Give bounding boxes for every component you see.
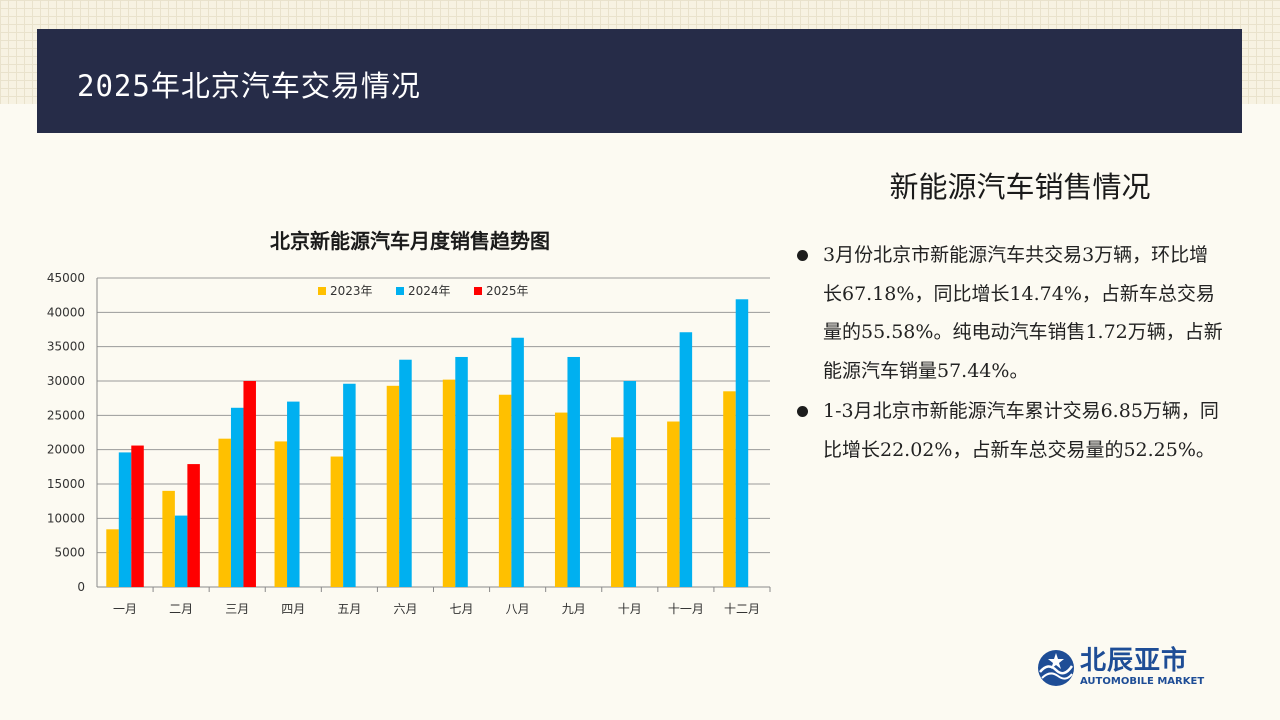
x-tick-label: 十二月 xyxy=(724,602,760,616)
page-title: 2025年北京汽车交易情况 xyxy=(77,69,421,103)
y-tick-label: 10000 xyxy=(47,511,85,525)
legend-label: 2024年 xyxy=(408,284,451,298)
bullet-dot-icon xyxy=(797,250,808,261)
x-tick-label: 三月 xyxy=(225,602,249,616)
bullet-item: 3月份北京市新能源汽车共交易3万辆，环比增长67.18%，同比增长14.74%，… xyxy=(795,236,1225,390)
x-tick-label: 十月 xyxy=(618,602,642,616)
section-heading: 新能源汽车销售情况 xyxy=(889,170,1151,204)
bullet-item: 1-3月北京市新能源汽车累计交易6.85万辆，同比增长22.02%，占新车总交易… xyxy=(795,392,1225,469)
bar xyxy=(455,356,468,587)
logo-globe-icon xyxy=(1038,650,1074,686)
bar xyxy=(187,464,200,587)
y-tick-label: 30000 xyxy=(47,374,85,388)
x-tick-label: 八月 xyxy=(506,602,530,616)
x-tick-label: 十一月 xyxy=(668,602,704,616)
bar xyxy=(230,407,244,587)
y-tick-label: 20000 xyxy=(47,443,85,457)
company-logo: 北辰亚市 AUTOMOBILE MARKET xyxy=(1036,646,1216,692)
bar xyxy=(118,452,132,587)
legend-swatch xyxy=(474,287,482,295)
bar xyxy=(554,412,568,587)
x-tick-label: 四月 xyxy=(281,602,305,616)
chart-title: 北京新能源汽车月度销售趋势图 xyxy=(270,229,550,253)
bar xyxy=(343,383,356,587)
bar xyxy=(174,515,188,587)
bar xyxy=(330,456,344,587)
legend-swatch xyxy=(318,287,326,295)
bullet-text: 3月份北京市新能源汽车共交易3万辆，环比增长67.18%，同比增长14.74%，… xyxy=(823,244,1223,382)
legend-label: 2025年 xyxy=(486,284,529,298)
bar xyxy=(735,299,749,587)
chart-container: 北京新能源汽车月度销售趋势图 0 5000 10000 15000 20000 25000 3… xyxy=(30,218,790,638)
bar xyxy=(243,381,256,587)
bar xyxy=(667,421,680,587)
bullet-list: 3月份北京市新能源汽车共交易3万辆，环比增长67.18%，同比增长14.74%，… xyxy=(795,236,1225,471)
bar xyxy=(567,356,580,587)
bar xyxy=(106,529,119,587)
x-tick-label: 六月 xyxy=(393,602,417,616)
y-tick-label: 45000 xyxy=(47,271,85,285)
bullet-text: 1-3月北京市新能源汽车累计交易6.85万辆，同比增长22.02%，占新车总交易… xyxy=(823,400,1219,461)
header-bar: 2025年北京汽车交易情况 xyxy=(37,29,1242,133)
x-tick-label: 五月 xyxy=(337,602,361,616)
bar xyxy=(218,438,231,587)
bar xyxy=(287,401,300,587)
bar xyxy=(623,381,637,587)
x-tick-label: 一月 xyxy=(113,602,137,616)
bar xyxy=(442,379,456,587)
bar xyxy=(162,490,175,587)
bar xyxy=(723,391,736,587)
legend-label: 2023年 xyxy=(330,284,373,298)
x-tick-label: 九月 xyxy=(562,602,586,616)
logo-chinese-text: 北辰亚市 xyxy=(1080,646,1189,676)
bar-chart: 北京新能源汽车月度销售趋势图 0 5000 10000 15000 20000 25000 3… xyxy=(47,229,771,616)
bar xyxy=(511,337,524,587)
bar xyxy=(679,332,693,587)
bullet-dot-icon xyxy=(797,406,808,417)
y-tick-label: 0 xyxy=(77,580,85,594)
y-tick-label: 25000 xyxy=(47,408,85,422)
y-tick-label: 5000 xyxy=(54,546,85,560)
y-tick-label: 40000 xyxy=(47,305,85,319)
x-tick-label: 七月 xyxy=(450,602,474,616)
logo-english-text: AUTOMOBILE MARKET xyxy=(1080,676,1205,687)
bar xyxy=(399,359,412,587)
legend-swatch xyxy=(396,287,404,295)
y-tick-label: 15000 xyxy=(47,477,85,491)
bar xyxy=(274,441,288,587)
bar xyxy=(131,445,144,587)
bar xyxy=(611,437,624,587)
bar xyxy=(498,394,512,587)
bar xyxy=(386,385,400,587)
x-tick-label: 二月 xyxy=(169,602,193,616)
y-tick-label: 35000 xyxy=(47,340,85,354)
